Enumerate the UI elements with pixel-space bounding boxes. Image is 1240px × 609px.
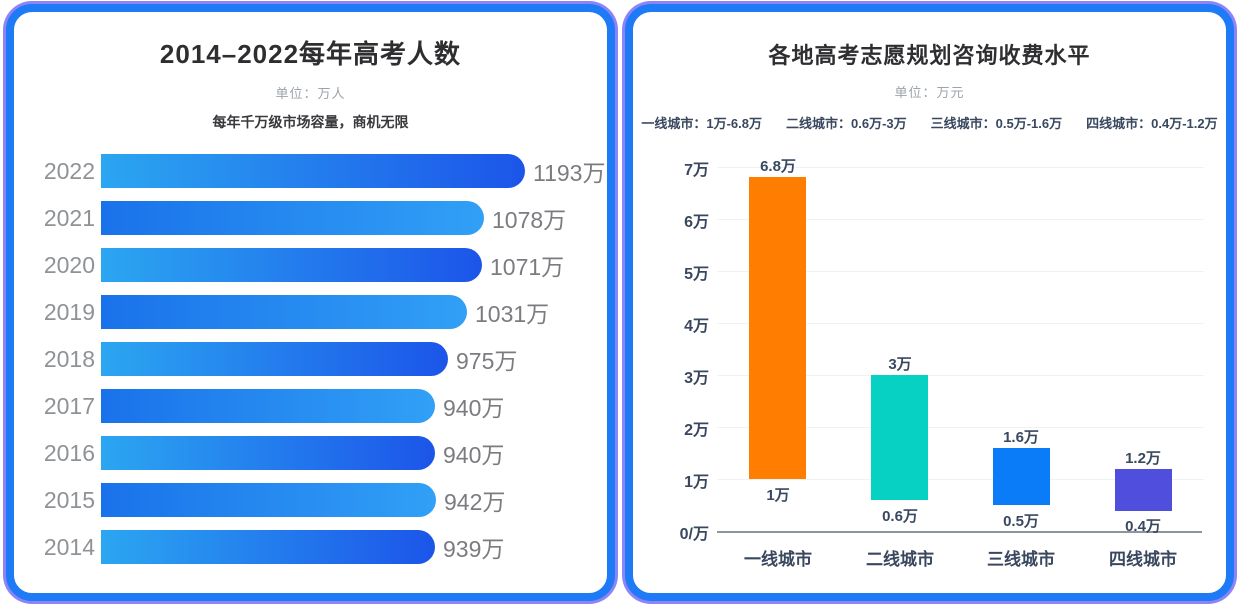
left-unit-label: 单位：万人 bbox=[275, 86, 346, 101]
fee-range-bar bbox=[993, 448, 1050, 505]
category-label: 二线城市 bbox=[866, 550, 934, 569]
gridline bbox=[717, 167, 1204, 168]
year-value-label: 1078万 bbox=[492, 207, 567, 233]
left-tagline: 每年千万级市场容量，商机无限 bbox=[212, 114, 409, 130]
left-chart-title: 2014–2022每年高考人数 bbox=[159, 39, 462, 69]
year-label: 2017 bbox=[43, 392, 95, 419]
year-value-label: 942万 bbox=[444, 489, 506, 515]
category-label: 四线城市 bbox=[1109, 550, 1177, 569]
max-value-label: 1.2万 bbox=[1125, 450, 1161, 467]
gaokao-bar-chart: 2022 1193万 2021 1078万 2020 1071万 2019 1031万 2018… bbox=[14, 154, 607, 564]
year-bar bbox=[101, 342, 448, 376]
year-bar-row: 2019 1031万 bbox=[38, 295, 607, 329]
fee-range-chart: 0/万 1万 2万 3万 4万 5万 6万 7万 6.8万 1万一线城市 3万 0.6万二线城市 1.6… bbox=[659, 142, 1204, 579]
y-axis-tick-label: 6万 bbox=[684, 214, 709, 231]
year-bar bbox=[101, 436, 435, 470]
legend-item: 三线城市：0.5万-1.6万 bbox=[930, 116, 1063, 131]
year-value-label: 975万 bbox=[456, 348, 518, 374]
min-value-label: 1万 bbox=[766, 487, 790, 504]
year-value-label: 940万 bbox=[443, 442, 505, 468]
year-label: 2021 bbox=[43, 204, 95, 231]
gridline bbox=[717, 375, 1204, 376]
year-bar-row: 2020 1071万 bbox=[38, 248, 607, 282]
year-bar-row: 2017 940万 bbox=[38, 389, 607, 423]
y-axis-tick-label: 2万 bbox=[684, 422, 709, 439]
year-bar-row: 2015 942万 bbox=[38, 483, 607, 517]
year-bar bbox=[101, 389, 435, 423]
y-axis-tick-label: 7万 bbox=[684, 162, 709, 179]
year-value-label: 1071万 bbox=[490, 254, 565, 280]
year-label: 2016 bbox=[43, 439, 95, 466]
max-value-label: 1.6万 bbox=[1003, 429, 1039, 446]
year-bar bbox=[101, 483, 436, 517]
gridline bbox=[717, 219, 1204, 220]
left-chart-card: 2014–2022每年高考人数 单位：万人 每年千万级市场容量，商机无限 202… bbox=[6, 4, 615, 601]
min-value-label: 0.6万 bbox=[882, 508, 918, 525]
fee-range-bar bbox=[1115, 469, 1172, 511]
year-bar bbox=[101, 295, 467, 329]
x-axis-line bbox=[717, 531, 1202, 533]
year-label: 2018 bbox=[43, 345, 95, 372]
max-value-label: 6.8万 bbox=[760, 158, 796, 175]
year-bar-row: 2014 939万 bbox=[38, 530, 607, 564]
y-axis-tick-label: 5万 bbox=[684, 266, 709, 283]
y-axis-tick-label: 3万 bbox=[684, 370, 709, 387]
year-bar bbox=[101, 201, 484, 235]
year-label: 2020 bbox=[43, 251, 95, 278]
year-label: 2019 bbox=[43, 298, 95, 325]
min-value-label: 0.4万 bbox=[1125, 518, 1161, 535]
year-bar bbox=[101, 248, 482, 282]
legend-item: 四线城市：0.4万-1.2万 bbox=[1086, 116, 1218, 131]
year-value-label: 1031万 bbox=[475, 301, 550, 327]
year-bar bbox=[101, 154, 525, 188]
year-value-label: 940万 bbox=[443, 395, 505, 421]
year-label: 2015 bbox=[43, 486, 95, 513]
gridline bbox=[717, 479, 1204, 480]
year-label: 2022 bbox=[43, 157, 95, 184]
max-value-label: 3万 bbox=[888, 356, 912, 373]
year-bar-row: 2016 940万 bbox=[38, 436, 607, 470]
year-value-label: 939万 bbox=[443, 536, 505, 562]
year-bar bbox=[101, 530, 435, 564]
right-chart-title: 各地高考志愿规划咨询收费水平 bbox=[768, 43, 1091, 68]
right-unit-label: 单位：万元 bbox=[894, 85, 965, 100]
min-value-label: 0.5万 bbox=[1003, 513, 1039, 530]
legend-item: 一线城市：1万-6.8万 bbox=[641, 116, 763, 131]
fee-range-bar bbox=[749, 177, 806, 479]
fee-range-bar bbox=[871, 375, 928, 500]
gridline bbox=[717, 427, 1204, 428]
year-bar-row: 2018 975万 bbox=[38, 342, 607, 376]
year-bar-row: 2022 1193万 bbox=[38, 154, 607, 188]
y-axis-tick-label: 4万 bbox=[684, 318, 709, 335]
legend-item: 二线城市：0.6万-3万 bbox=[786, 116, 907, 131]
fee-legend: 一线城市：1万-6.8万 二线城市：0.6万-3万 三线城市：0.5万-1.6万 四线… bbox=[633, 113, 1226, 132]
y-axis-tick-label: 1万 bbox=[684, 474, 709, 491]
right-chart-card: 各地高考志愿规划咨询收费水平 单位：万元 一线城市：1万-6.8万 二线城市：0.… bbox=[625, 4, 1234, 601]
y-axis-tick-label: 0/万 bbox=[679, 526, 709, 543]
gridline bbox=[717, 323, 1204, 324]
category-label: 一线城市 bbox=[744, 550, 812, 569]
year-bar-row: 2021 1078万 bbox=[38, 201, 607, 235]
year-label: 2014 bbox=[43, 533, 95, 560]
category-label: 三线城市 bbox=[987, 550, 1055, 569]
gridline bbox=[717, 271, 1204, 272]
year-value-label: 1193万 bbox=[533, 160, 606, 186]
